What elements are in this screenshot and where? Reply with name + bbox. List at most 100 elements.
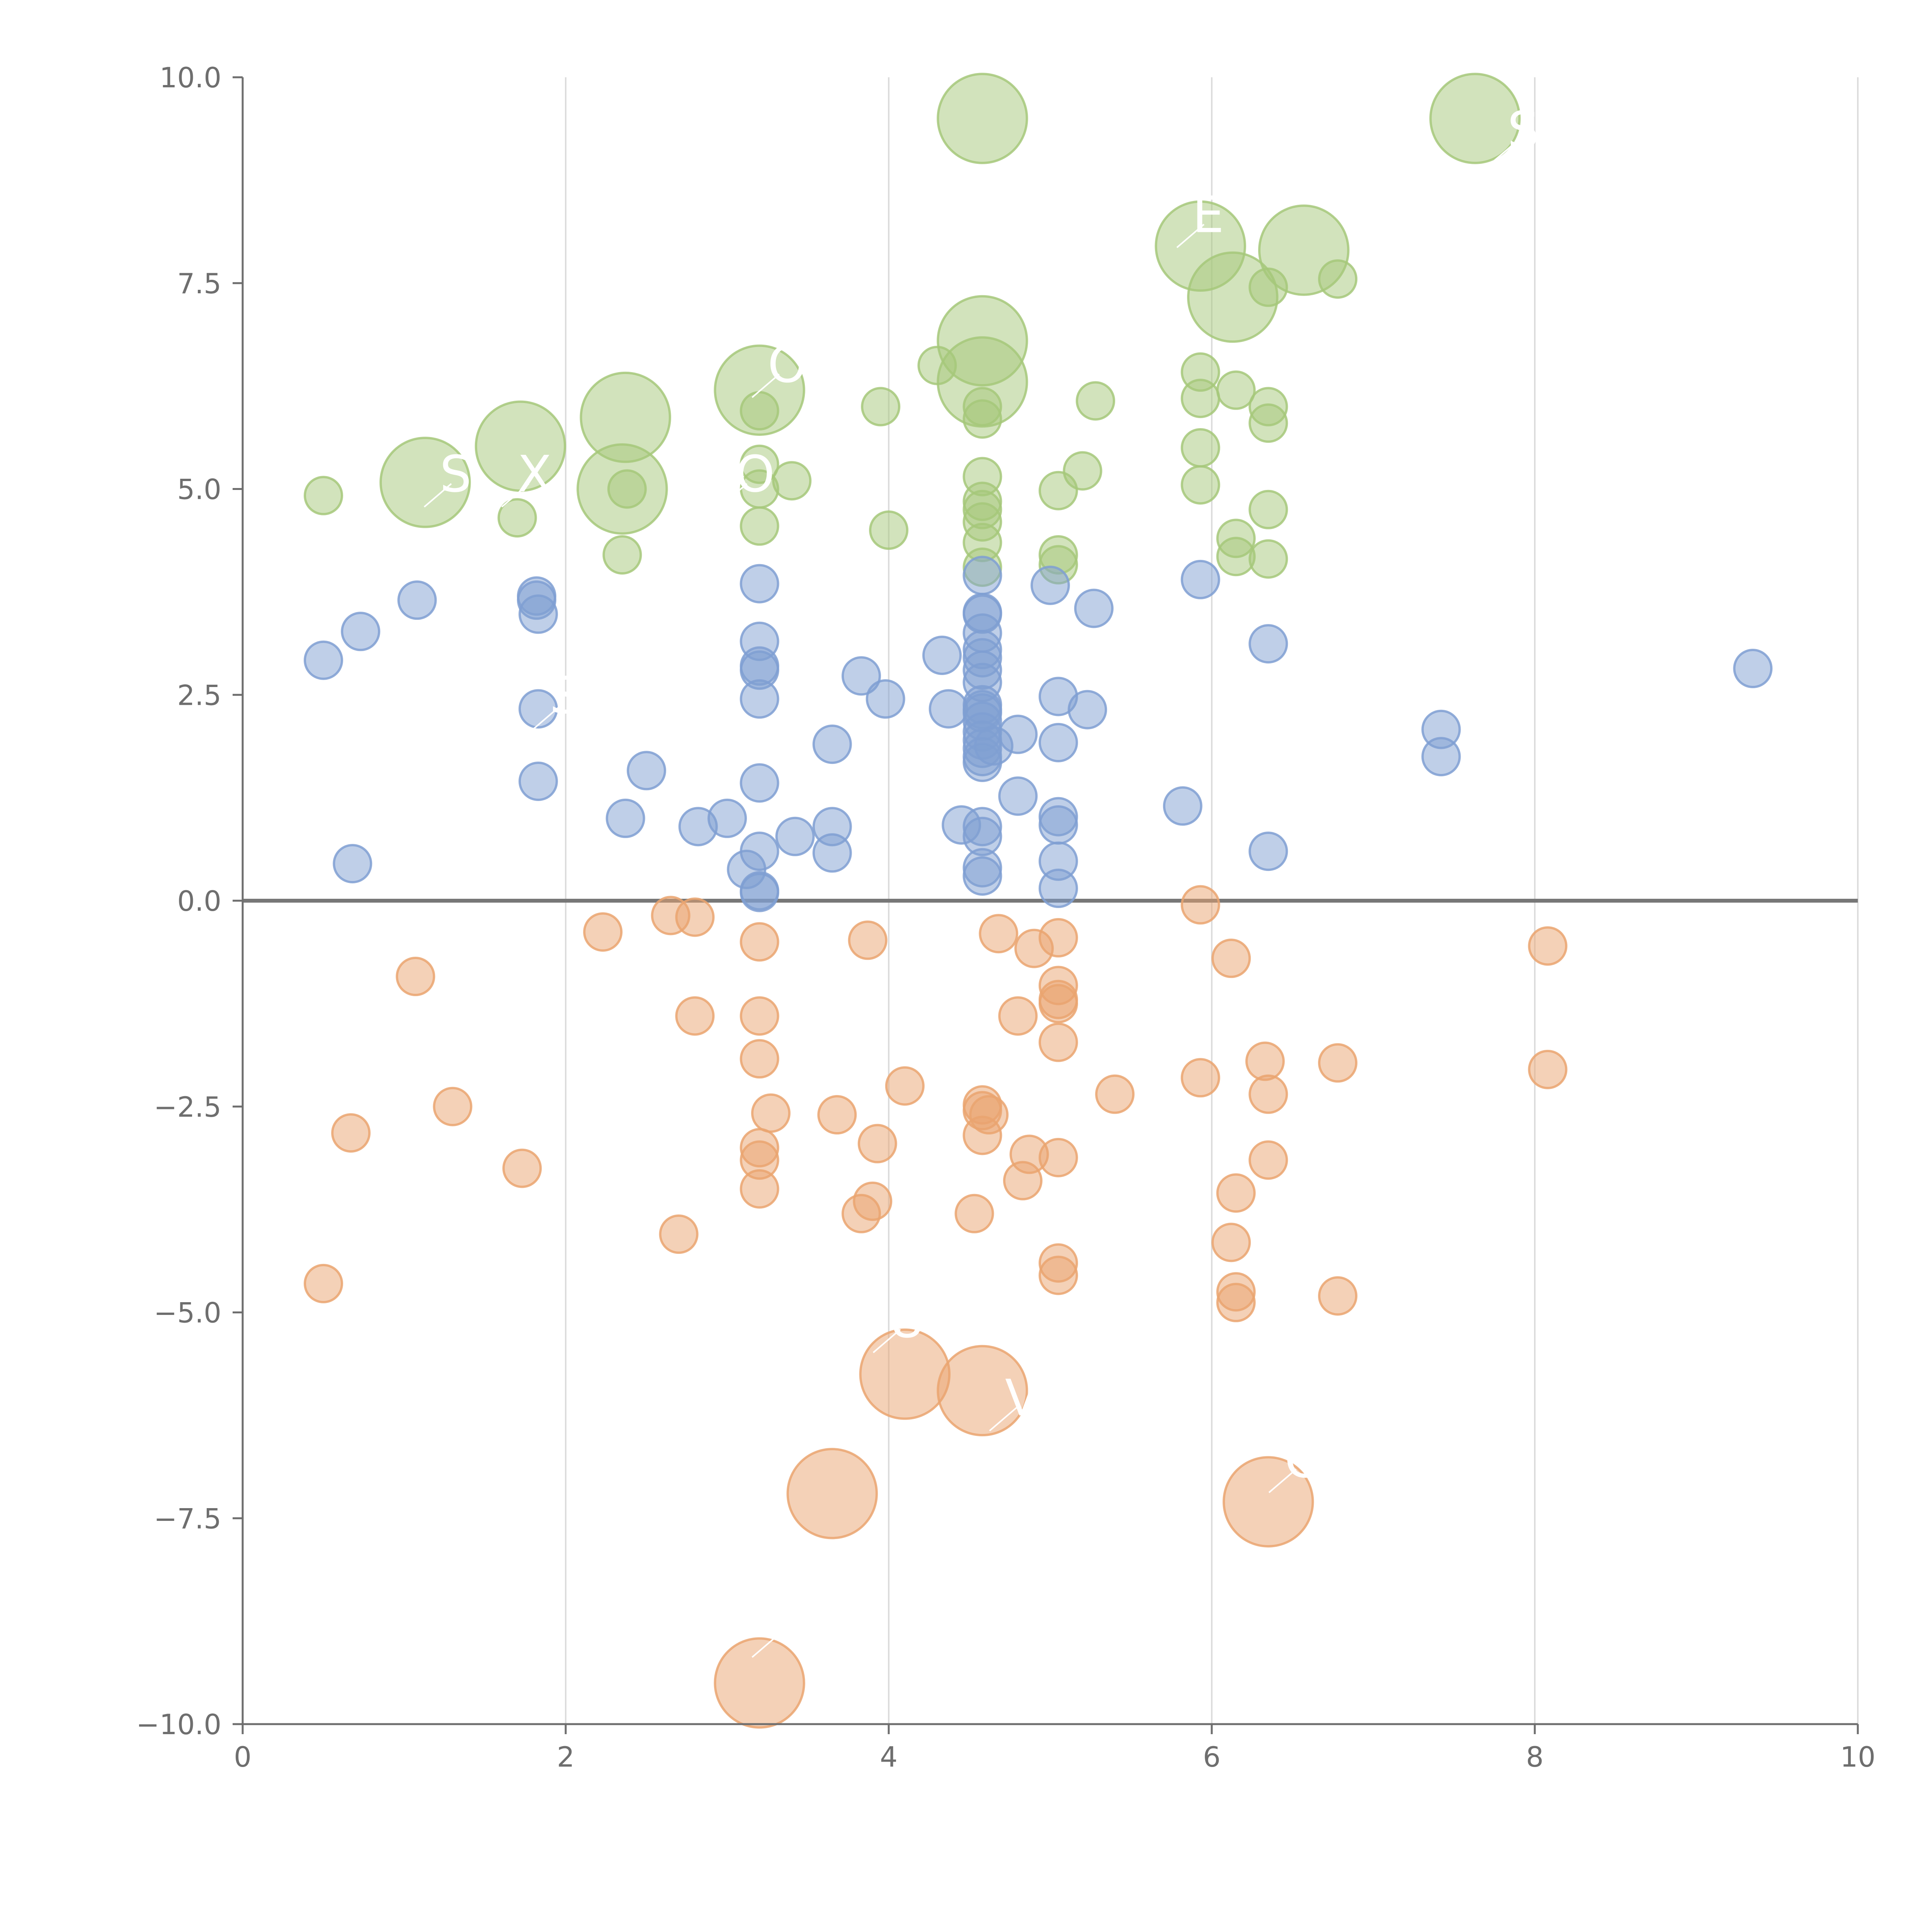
y-tick-label-3: −2.5 [154, 1091, 221, 1123]
point-mid-12 [707, 798, 747, 838]
point-low-16 [751, 1093, 791, 1133]
point-low-5 [583, 912, 623, 952]
annotation-leader-5 [1176, 224, 1205, 248]
point-mid-58 [1038, 723, 1078, 762]
point-mid-30 [929, 689, 968, 729]
point-mid-8 [518, 762, 558, 801]
annotation-leader-10 [752, 1633, 780, 1658]
point-mid-1 [333, 844, 372, 884]
annotation-label-1: X [517, 445, 552, 503]
point-low-27 [969, 1095, 1009, 1135]
point-mid-28 [866, 679, 905, 719]
annotation-label-4: ONE [768, 335, 877, 394]
point-mid-0 [304, 640, 343, 680]
point-high-38 [379, 437, 471, 528]
point-low-56 [714, 1637, 805, 1729]
point-mid-24 [812, 724, 852, 764]
point-high-10 [869, 510, 908, 550]
point-mid-52 [963, 856, 1002, 896]
point-low-8 [675, 897, 715, 937]
point-mid-66 [1180, 560, 1220, 599]
point-mid-64 [1074, 588, 1114, 628]
x-tick-label-4: 8 [1526, 1741, 1544, 1773]
point-mid-19 [740, 763, 779, 803]
point-high-24 [1076, 381, 1116, 421]
point-high-43 [937, 73, 1028, 164]
point-high-26 [1180, 379, 1220, 418]
annotation-leader-7 [872, 1328, 901, 1353]
point-high-7 [740, 506, 779, 546]
point-high-0 [304, 476, 343, 515]
point-low-38 [1038, 1138, 1078, 1177]
y-tick-label-6: 5.0 [177, 473, 221, 506]
point-mid-71 [1733, 649, 1773, 689]
point-low-10 [740, 922, 779, 962]
point-low-53 [1318, 1276, 1358, 1316]
point-low-9 [675, 996, 715, 1036]
point-mid-2 [341, 612, 381, 651]
annotation-label-3: SA [549, 666, 617, 725]
annotation-leader-0 [423, 483, 452, 508]
x-tick-label-3: 6 [1203, 1741, 1221, 1773]
point-high-23 [1063, 451, 1102, 491]
annotation-leader-8 [989, 1407, 1017, 1432]
point-low-29 [998, 996, 1038, 1036]
point-mid-32 [963, 556, 1002, 595]
point-low-33 [1038, 918, 1078, 957]
point-high-29 [1216, 370, 1256, 410]
point-mid-18 [740, 679, 779, 719]
point-mid-6 [518, 594, 558, 634]
point-mid-14 [740, 564, 779, 604]
y-tick-label-8: 10.0 [160, 61, 221, 94]
point-mid-54 [998, 714, 1038, 754]
annotation-label-9: C [1284, 1430, 1320, 1489]
y-tick-label-2: −5.0 [154, 1297, 221, 1329]
point-high-34 [1248, 403, 1288, 443]
point-low-37 [1038, 1022, 1078, 1062]
point-high-2 [602, 535, 642, 575]
point-low-22 [885, 1066, 925, 1106]
point-high-45 [937, 336, 1028, 428]
point-low-50 [1248, 1074, 1288, 1114]
point-low-15 [740, 1169, 779, 1209]
point-low-23 [954, 1194, 994, 1233]
y-tick-label-4: 0.0 [177, 885, 221, 917]
annotation-label-7: U [889, 1290, 925, 1349]
x-tick-label-1: 2 [557, 1741, 575, 1773]
point-mid-56 [1031, 565, 1070, 605]
point-low-48 [1216, 1282, 1256, 1322]
point-high-9 [861, 387, 901, 427]
point-mid-70 [1421, 737, 1461, 777]
annotation-leader-3 [533, 704, 562, 729]
annotation-label-2: O [735, 445, 775, 503]
point-low-44 [1211, 939, 1251, 978]
point-high-1 [497, 498, 537, 538]
point-mid-3 [397, 580, 437, 620]
point-low-40 [1038, 1255, 1078, 1295]
y-tick-label-1: −7.5 [154, 1502, 221, 1535]
annotation-label-6: S [1507, 100, 1539, 159]
point-low-11 [740, 996, 779, 1036]
point-low-54 [1528, 926, 1568, 966]
point-mid-23 [775, 816, 815, 856]
point-low-46 [1216, 1173, 1256, 1213]
point-low-45 [1211, 1223, 1251, 1262]
point-high-28 [1180, 465, 1220, 505]
point-mid-63 [1068, 690, 1107, 730]
point-low-51 [1248, 1140, 1288, 1180]
point-low-20 [853, 1181, 893, 1221]
x-tick-label-5: 10 [1840, 1741, 1876, 1773]
point-high-8 [772, 461, 812, 501]
point-low-59 [937, 1345, 1028, 1437]
point-mid-67 [1248, 624, 1288, 664]
ticks-layer: 0 2 4 6 8 10 −10.0 −7.5 −5.0 −2.5 0.0 2.5 5.0 7.5 10.0 [136, 61, 1875, 1773]
point-high-48 [1258, 204, 1350, 296]
point-low-36 [1038, 984, 1078, 1024]
point-low-52 [1318, 1043, 1358, 1083]
point-low-60 [1223, 1456, 1314, 1548]
point-mid-9 [605, 798, 645, 838]
point-high-47 [1187, 251, 1279, 343]
point-mid-62 [1038, 869, 1078, 908]
point-low-1 [331, 1113, 371, 1153]
